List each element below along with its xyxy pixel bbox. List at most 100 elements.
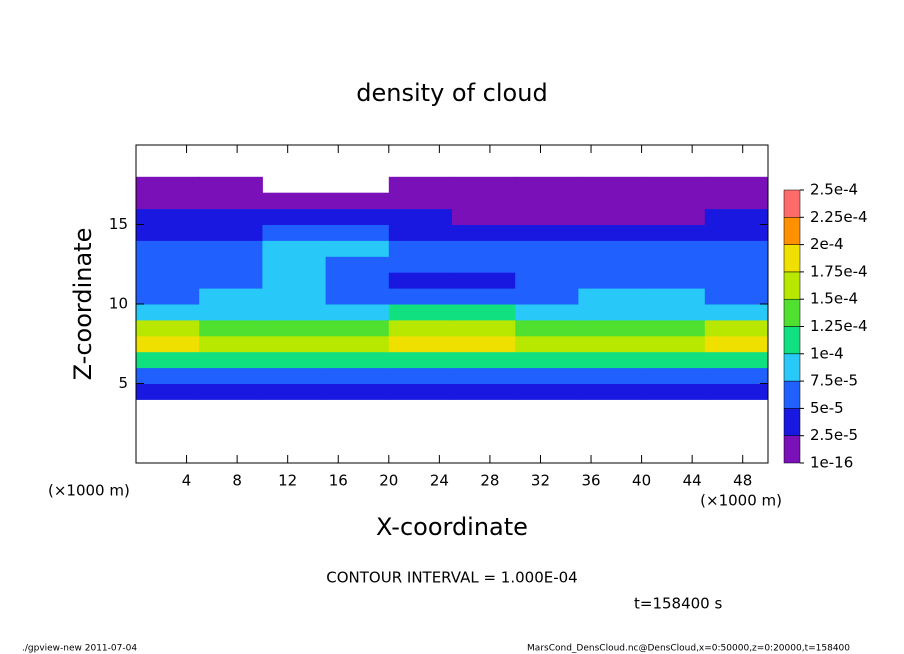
heat-cell bbox=[388, 224, 453, 241]
heat-cell bbox=[136, 319, 200, 337]
x-tick-label: 32 bbox=[531, 472, 550, 490]
heat-cell bbox=[641, 176, 706, 194]
heat-cell bbox=[325, 288, 390, 305]
x-tick-label: 48 bbox=[733, 472, 752, 490]
heat-cell bbox=[262, 208, 327, 225]
colorbar-band bbox=[783, 298, 801, 327]
colorbar-label: 1e-16 bbox=[810, 454, 853, 472]
colorbar-label: 1e-4 bbox=[810, 344, 844, 362]
heat-cell bbox=[641, 335, 706, 353]
heat-cell bbox=[199, 208, 263, 225]
heat-cell bbox=[578, 240, 643, 257]
heat-cell bbox=[325, 304, 390, 321]
heat-cell bbox=[641, 367, 706, 384]
heat-cell bbox=[388, 367, 453, 384]
colorbar-band bbox=[783, 353, 801, 382]
heat-cell bbox=[641, 319, 706, 337]
y-axis-label: Z-coordinate bbox=[69, 228, 97, 381]
heat-cell bbox=[515, 176, 579, 194]
x-axis-label: X-coordinate bbox=[376, 513, 528, 541]
heat-cell bbox=[388, 176, 453, 194]
x-tick-label: 36 bbox=[581, 472, 600, 490]
heat-cell bbox=[704, 383, 769, 400]
colorbar-band bbox=[783, 380, 801, 409]
heat-cell bbox=[388, 192, 453, 210]
heat-cell bbox=[641, 288, 706, 305]
annotation: CONTOUR INTERVAL = 1.000E-04 bbox=[326, 569, 577, 587]
heat-cell bbox=[641, 383, 706, 400]
colorbar-band bbox=[783, 189, 801, 218]
colorbar-label: 2.5e-4 bbox=[810, 181, 858, 199]
heat-cell bbox=[515, 351, 579, 369]
heat-cell bbox=[515, 192, 579, 210]
heat-cell bbox=[262, 335, 327, 353]
colorbar-band bbox=[783, 217, 801, 245]
heat-cell bbox=[199, 192, 263, 210]
heat-cell bbox=[199, 176, 263, 194]
heat-cell bbox=[136, 224, 200, 241]
heat-cell bbox=[199, 240, 263, 257]
x-tick-label: 12 bbox=[278, 472, 297, 490]
heat-cell bbox=[515, 240, 579, 257]
heat-cell bbox=[325, 224, 390, 241]
y-tick-label: 15 bbox=[109, 215, 128, 233]
x-unit: (×1000 m) bbox=[48, 482, 130, 500]
heat-cell bbox=[199, 224, 263, 241]
heat-cell bbox=[704, 224, 769, 241]
heat-cell bbox=[325, 256, 390, 273]
heat-cell bbox=[262, 319, 327, 337]
colorbar-label: 7.5e-5 bbox=[810, 372, 858, 390]
heat-cell bbox=[515, 367, 579, 384]
colorbar-label: 1.25e-4 bbox=[810, 317, 868, 335]
heat-cell bbox=[136, 367, 200, 384]
x-tick-label: 28 bbox=[480, 472, 499, 490]
heat-cell bbox=[578, 208, 643, 225]
heat-cell bbox=[578, 335, 643, 353]
heat-cell bbox=[515, 288, 579, 305]
colorbar-label: 1.5e-4 bbox=[810, 290, 858, 308]
heat-cell bbox=[704, 351, 769, 369]
heat-cell bbox=[262, 256, 327, 273]
y-tick-label: 5 bbox=[118, 374, 128, 392]
heat-cell bbox=[136, 288, 200, 305]
heat-cell bbox=[325, 383, 390, 400]
heat-cell bbox=[704, 192, 769, 210]
heat-cell bbox=[452, 240, 516, 257]
heat-cell bbox=[262, 192, 327, 210]
heat-cell bbox=[136, 351, 200, 369]
heat-cell bbox=[388, 319, 453, 337]
colorbar-band bbox=[783, 435, 801, 464]
heat-cell bbox=[199, 319, 263, 337]
heat-cell bbox=[136, 335, 200, 353]
y-tick-label: 10 bbox=[109, 295, 128, 313]
heat-cell bbox=[515, 304, 579, 321]
heat-cell bbox=[704, 335, 769, 353]
heat-cell bbox=[199, 335, 263, 353]
heat-cell bbox=[515, 335, 579, 353]
heat-cell bbox=[325, 319, 390, 337]
colorbar-label: 2.25e-4 bbox=[810, 208, 868, 226]
heat-cell bbox=[704, 256, 769, 273]
heat-cell bbox=[199, 272, 263, 289]
heat-cell bbox=[262, 224, 327, 241]
heat-cell bbox=[325, 351, 390, 369]
heat-cell bbox=[325, 367, 390, 384]
heat-cell bbox=[388, 288, 453, 305]
heat-cell bbox=[262, 351, 327, 369]
heat-cell bbox=[704, 240, 769, 257]
colorbar-label: 5e-5 bbox=[810, 399, 844, 417]
x-tick-label: 8 bbox=[232, 472, 242, 490]
heat-cell bbox=[641, 256, 706, 273]
heat-cell bbox=[578, 288, 643, 305]
heat-cell bbox=[262, 288, 327, 305]
heat-cell bbox=[704, 176, 769, 194]
x-tick-label: 16 bbox=[329, 472, 348, 490]
heat-cell bbox=[578, 351, 643, 369]
heat-cell bbox=[641, 304, 706, 321]
heat-cell bbox=[452, 224, 516, 241]
heat-cell bbox=[136, 383, 200, 400]
heat-cell bbox=[704, 367, 769, 384]
colorbar-band bbox=[783, 408, 801, 436]
heat-cell bbox=[325, 208, 390, 225]
x-tick-label: 4 bbox=[182, 472, 192, 490]
